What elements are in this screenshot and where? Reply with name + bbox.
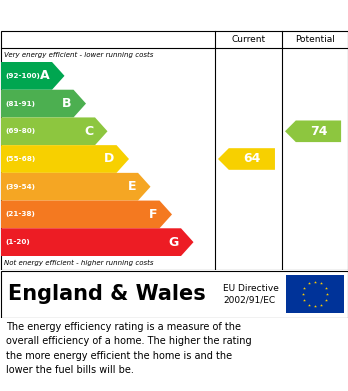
Text: Current: Current bbox=[231, 34, 266, 43]
Polygon shape bbox=[1, 117, 108, 145]
Text: 74: 74 bbox=[310, 125, 327, 138]
Polygon shape bbox=[1, 62, 64, 90]
Text: F: F bbox=[149, 208, 158, 221]
Text: G: G bbox=[169, 236, 179, 249]
Text: Not energy efficient - higher running costs: Not energy efficient - higher running co… bbox=[4, 260, 153, 266]
Text: C: C bbox=[84, 125, 93, 138]
Text: (81-91): (81-91) bbox=[5, 100, 35, 107]
Text: (39-54): (39-54) bbox=[5, 184, 35, 190]
Polygon shape bbox=[218, 148, 275, 170]
Polygon shape bbox=[1, 173, 150, 201]
Polygon shape bbox=[1, 145, 129, 173]
Polygon shape bbox=[1, 90, 86, 117]
Text: Energy Efficiency Rating: Energy Efficiency Rating bbox=[10, 7, 232, 23]
Polygon shape bbox=[1, 228, 193, 256]
Text: A: A bbox=[40, 69, 50, 83]
Text: (69-80): (69-80) bbox=[5, 128, 35, 134]
Text: D: D bbox=[104, 152, 114, 165]
Polygon shape bbox=[1, 201, 172, 228]
Text: (21-38): (21-38) bbox=[5, 212, 35, 217]
Text: England & Wales: England & Wales bbox=[8, 284, 206, 304]
Text: E: E bbox=[127, 180, 136, 193]
Polygon shape bbox=[285, 120, 341, 142]
Text: Very energy efficient - lower running costs: Very energy efficient - lower running co… bbox=[4, 52, 153, 58]
Bar bbox=[286, 275, 344, 313]
Text: (92-100): (92-100) bbox=[5, 73, 40, 79]
Text: B: B bbox=[62, 97, 72, 110]
Text: 64: 64 bbox=[243, 152, 261, 165]
Text: Potential: Potential bbox=[295, 34, 335, 43]
Text: (1-20): (1-20) bbox=[5, 239, 30, 245]
Text: The energy efficiency rating is a measure of the
overall efficiency of a home. T: The energy efficiency rating is a measur… bbox=[6, 322, 252, 375]
Text: EU Directive
2002/91/EC: EU Directive 2002/91/EC bbox=[223, 283, 279, 305]
Text: (55-68): (55-68) bbox=[5, 156, 35, 162]
